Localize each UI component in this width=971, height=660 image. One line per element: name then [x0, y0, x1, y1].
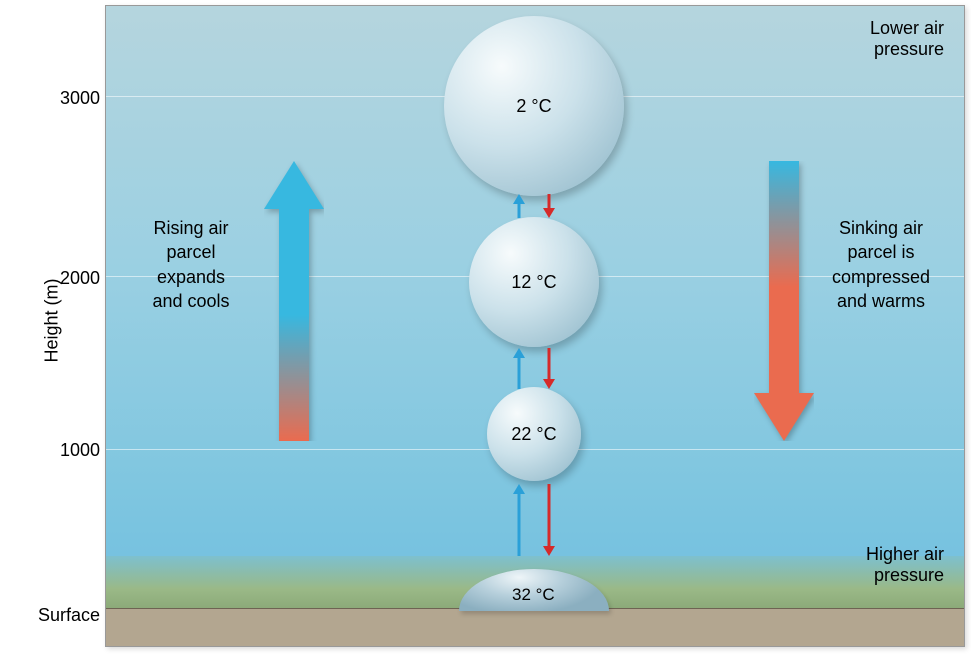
- label-higher-pressure: Higher air pressure: [866, 544, 944, 586]
- sinking-arrow-icon: [754, 161, 814, 441]
- y-tick-2000: 2000: [45, 268, 100, 289]
- parcel-12c: 12 °C: [469, 217, 599, 347]
- rising-arrow-icon: [264, 161, 324, 441]
- y-axis-label: Height (m): [42, 278, 63, 362]
- up-arrow-icon: [510, 348, 528, 389]
- y-tick-1000: 1000: [45, 440, 100, 461]
- chart-area: Lower air pressure Higher air pressure R…: [105, 5, 965, 647]
- parcel-2c: 2 °C: [444, 16, 624, 196]
- temp-12: 12 °C: [511, 272, 556, 293]
- temp-2: 2 °C: [516, 96, 551, 117]
- y-tick-surface: Surface: [30, 605, 100, 626]
- temp-32: 32 °C: [512, 585, 555, 605]
- parcel-22c: 22 °C: [487, 387, 581, 481]
- temp-22: 22 °C: [511, 424, 556, 445]
- down-arrow-icon: [540, 348, 558, 389]
- down-arrow-icon: [540, 484, 558, 556]
- rising-text: Rising air parcel expands and cools: [126, 216, 256, 313]
- sinking-text: Sinking air parcel is compressed and war…: [816, 216, 946, 313]
- down-arrow-icon: [540, 194, 558, 218]
- label-lower-pressure: Lower air pressure: [870, 18, 944, 60]
- ground-dirt: [106, 608, 964, 646]
- up-arrow-icon: [510, 484, 528, 556]
- y-tick-3000: 3000: [45, 88, 100, 109]
- up-arrow-icon: [510, 194, 528, 218]
